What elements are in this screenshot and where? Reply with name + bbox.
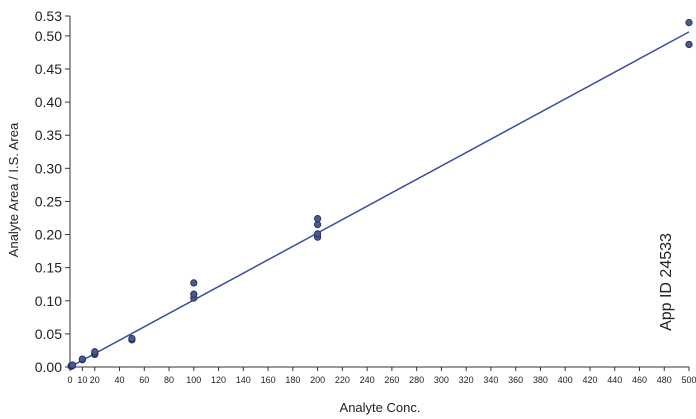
y-tick-label: 0.40	[35, 94, 62, 110]
y-tick-label: 0.53	[35, 8, 62, 24]
data-point	[190, 279, 198, 287]
x-tick-label: 80	[164, 375, 174, 385]
x-tick-label: 100	[186, 375, 201, 385]
data-point	[190, 290, 198, 298]
x-axis-ticks: 0 10 20 40 60 80 100 120 140 160 180 200 220 240 260 28…	[67, 367, 696, 385]
data-point	[78, 355, 86, 363]
x-tick-label: 160	[261, 375, 276, 385]
y-axis-label: Analyte Area / I.S. Area	[6, 122, 21, 257]
x-tick-label: 260	[384, 375, 399, 385]
x-tick-label: 20	[90, 375, 100, 385]
x-tick-label: 340	[483, 375, 498, 385]
x-tick-label: 320	[459, 375, 474, 385]
x-tick-label: 60	[139, 375, 149, 385]
x-tick-label: 10	[77, 375, 87, 385]
x-tick-label: 300	[434, 375, 449, 385]
data-point	[91, 348, 99, 356]
data-point	[685, 40, 693, 49]
x-tick-label: 220	[335, 375, 350, 385]
data-point	[313, 221, 322, 229]
x-tick-label: 0	[67, 375, 72, 385]
x-axis-label: Analyte Conc.	[340, 400, 421, 415]
axes	[69, 16, 689, 368]
data-points	[67, 19, 693, 370]
y-tick-label: 0.05	[35, 326, 62, 342]
x-tick-label: 500	[681, 375, 696, 385]
x-tick-label: 180	[285, 375, 300, 385]
x-tick-label: 380	[533, 375, 548, 385]
x-tick-label: 200	[310, 375, 325, 385]
x-tick-label: 400	[558, 375, 573, 385]
x-tick-label: 420	[582, 375, 597, 385]
x-tick-label: 440	[607, 375, 622, 385]
x-tick-label: 480	[657, 375, 672, 385]
y-tick-label: 0.35	[35, 127, 62, 143]
fit-line	[69, 31, 690, 368]
data-point	[68, 361, 77, 369]
y-tick-label: 0.10	[35, 293, 62, 309]
x-tick-label: 140	[236, 375, 251, 385]
fit-line-group	[69, 31, 690, 368]
data-point	[313, 230, 322, 238]
watermark-text: App ID 24533	[658, 233, 675, 331]
data-point	[128, 334, 136, 343]
x-tick-label: 280	[409, 375, 424, 385]
y-tick-label: 0.20	[35, 227, 62, 243]
y-tick-label: 0.30	[35, 160, 62, 176]
data-point	[685, 19, 693, 27]
y-tick-label: 0.00	[35, 359, 62, 375]
y-tick-label: 0.15	[35, 260, 62, 276]
x-tick-label: 360	[508, 375, 523, 385]
x-tick-label: 460	[632, 375, 647, 385]
x-tick-label: 240	[360, 375, 375, 385]
x-tick-label: 120	[211, 375, 226, 385]
y-tick-label: 0.45	[35, 61, 62, 77]
data-point	[313, 215, 322, 223]
y-axis-ticks: 0.00 0.05 0.10 0.15 0.20 0.25 0.30 0.35 0.40 0.45…	[35, 8, 70, 375]
y-tick-label: 0.50	[35, 28, 62, 44]
y-tick-label: 0.25	[35, 193, 62, 209]
x-tick-label: 40	[115, 375, 125, 385]
